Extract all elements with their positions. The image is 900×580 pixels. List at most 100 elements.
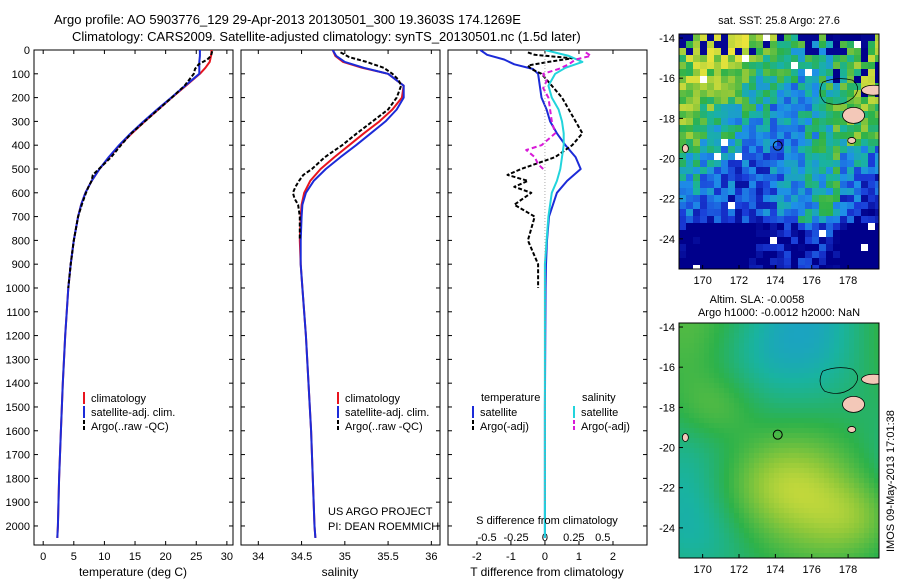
sla-cell (869, 353, 875, 359)
sst-cell (749, 34, 757, 42)
sla-cell (769, 323, 775, 329)
sla-cell (779, 343, 785, 349)
sst-cell (826, 83, 834, 91)
sla-cell (854, 538, 860, 544)
sst-cell (791, 83, 799, 91)
sla-cell (859, 418, 865, 424)
sla-cell (749, 353, 755, 359)
map-y-tick-label: -18 (659, 113, 675, 125)
sst-cell (840, 146, 848, 154)
sst-cell (707, 244, 715, 252)
y-tick-label: 1100 (6, 307, 30, 319)
sla-cell (819, 428, 825, 434)
sla-cell (809, 458, 815, 464)
sla-cell (874, 443, 879, 449)
sla-cell (729, 408, 735, 414)
sla-cell (684, 553, 690, 558)
sst-cell (847, 223, 855, 231)
sst-cell (868, 167, 876, 175)
sst-cell (735, 139, 743, 147)
sst-cell (784, 174, 792, 182)
sla-cell (749, 403, 755, 409)
sla-cell (809, 333, 815, 339)
sla-cell (849, 483, 855, 489)
sla-cell (799, 513, 805, 519)
sst-cell (728, 244, 736, 252)
sst-cell (679, 104, 687, 112)
sst-cell (742, 202, 750, 210)
sst-cell (763, 69, 771, 77)
sst-cell (798, 90, 806, 98)
sla-cell (824, 518, 830, 524)
sla-cell (814, 538, 820, 544)
sla-cell (784, 463, 790, 469)
sla-cell (799, 328, 805, 334)
sla-cell (829, 328, 835, 334)
sla-cell (769, 473, 775, 479)
sla-cell (874, 533, 879, 539)
sla-cell (709, 373, 715, 379)
sla-cell (714, 358, 720, 364)
sla-cell (824, 363, 830, 369)
sla-cell (804, 328, 810, 334)
sst-cell (686, 48, 694, 56)
sla-cell (839, 473, 845, 479)
sla-cell (829, 478, 835, 484)
sla-cell (784, 433, 790, 439)
sla-cell (874, 553, 879, 558)
sst-cell (707, 265, 715, 269)
sla-cell (734, 393, 740, 399)
sst-cell (679, 251, 687, 259)
sla-cell (744, 378, 750, 384)
sla-cell (874, 523, 879, 529)
sst-cell (861, 41, 869, 49)
sst-cell (693, 153, 701, 161)
sst-cell (861, 76, 869, 84)
sst-cell (868, 244, 876, 252)
sst-cell (854, 230, 862, 238)
sst-cell (700, 188, 708, 196)
sla-cell (689, 448, 695, 454)
sla-cell (739, 363, 745, 369)
sla-cell (844, 443, 850, 449)
sla-cell (759, 483, 765, 489)
sla-cell (839, 398, 845, 404)
sla-cell (854, 348, 860, 354)
sla-cell (739, 328, 745, 334)
sla-cell (789, 423, 795, 429)
sst-cell (721, 69, 729, 77)
sla-cell (779, 383, 785, 389)
sla-cell (784, 348, 790, 354)
sla-cell (779, 523, 785, 529)
reef-outline (819, 367, 858, 394)
sla-cell (694, 443, 700, 449)
sst-cell (840, 258, 848, 266)
sla-cell (839, 403, 845, 409)
sla-cell (809, 388, 815, 394)
sst-cell (854, 97, 862, 105)
sla-cell (699, 423, 705, 429)
sla-cell (804, 493, 810, 499)
sla-cell (734, 378, 740, 384)
sst-cell (840, 90, 848, 98)
sla-cell (709, 493, 715, 499)
sla-cell (824, 483, 830, 489)
salinity-profile-lines (291, 50, 405, 538)
sst-cell (700, 153, 708, 161)
sla-cell (719, 443, 725, 449)
figure-title-line2: Climatology: CARS2009. Satellite-adjuste… (72, 29, 581, 44)
sla-cell (859, 553, 865, 558)
sst-cell (735, 160, 743, 168)
sst-cell (826, 174, 834, 182)
sst-cell (707, 160, 715, 168)
sla-cell (819, 488, 825, 494)
sla-cell (759, 438, 765, 444)
sst-cell (714, 209, 722, 217)
sst-cell (679, 69, 687, 77)
sla-cell (869, 463, 875, 469)
sla-cell (859, 408, 865, 414)
sla-cell (779, 478, 785, 484)
sla-cell (764, 498, 770, 504)
sst-cell (700, 139, 708, 147)
sla-cell (724, 478, 730, 484)
